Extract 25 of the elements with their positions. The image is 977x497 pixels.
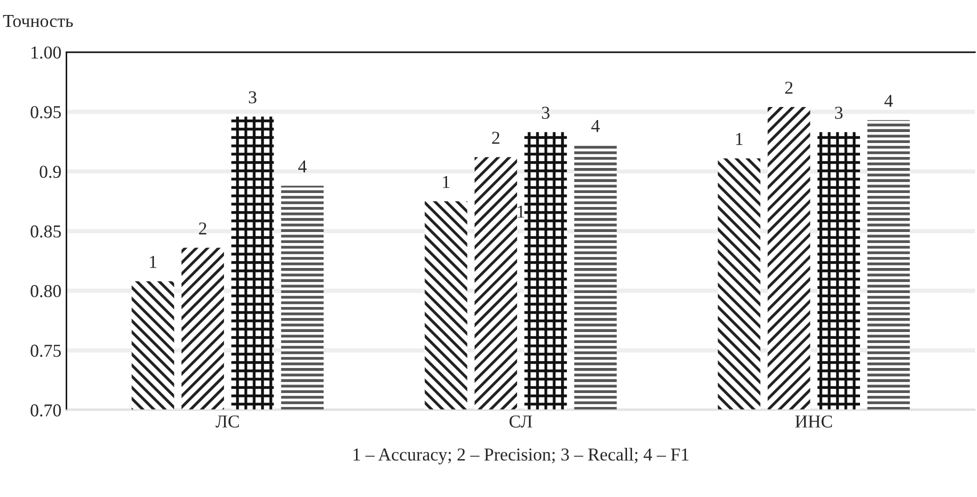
annotation: 1 <box>518 206 524 218</box>
y-axis-title: Точность <box>3 15 73 28</box>
y-tick-label: 0.75 <box>30 344 61 357</box>
y-tick-label: 0.85 <box>30 225 61 238</box>
series-label: 3 <box>248 91 256 104</box>
text: 3 <box>542 106 550 119</box>
x-axis-title: 1 – Accuracy; 2 – Precision; 3 – Recall; 4 – F1 <box>354 448 688 464</box>
text: 2 <box>199 222 206 234</box>
text: 4 <box>298 160 307 172</box>
text: 4 <box>884 94 893 107</box>
text: 3 <box>835 106 843 119</box>
y-tick-label: 0.9 <box>40 166 61 178</box>
series-label: 2 <box>492 132 500 144</box>
series-label: 4 <box>591 120 600 132</box>
text: 1 <box>736 133 743 145</box>
x-tick-label: СЛ <box>510 415 532 428</box>
y-tick-label: 0.70 <box>30 404 61 417</box>
text: 2 <box>785 82 792 94</box>
y-tick-label: 0.80 <box>30 285 61 298</box>
x-tick-label: ЛС <box>216 415 239 428</box>
series-label: 1 <box>150 256 156 268</box>
x-tick-label: ИНС <box>795 415 832 428</box>
y-tick-label: 0.95 <box>30 106 61 118</box>
y-tick-label: 1.00 <box>32 46 61 59</box>
text: 1 <box>443 176 450 188</box>
